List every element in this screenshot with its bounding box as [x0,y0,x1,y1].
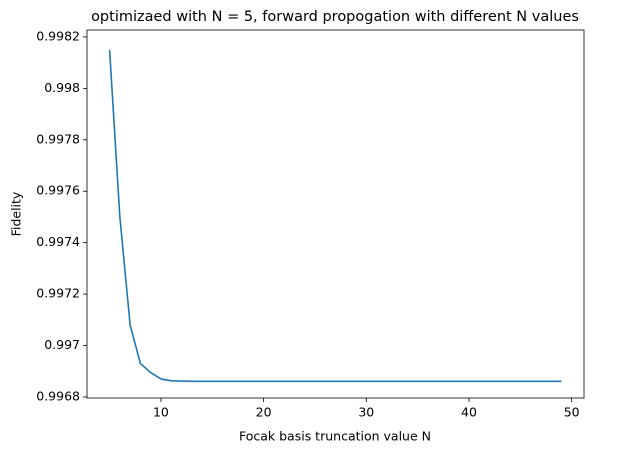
y-axis-label: Fidelity [9,191,24,236]
x-axis-label: Focak basis truncation value N [239,429,431,444]
y-tick-label: 0.998 [44,80,80,95]
y-tick-label: 0.9968 [36,388,80,403]
plot-frame [86,29,585,399]
y-tick-label: 0.997 [44,337,80,352]
y-tick-label: 0.9974 [36,234,80,249]
x-tick-label: 30 [358,405,374,420]
y-tick-label: 0.9978 [36,131,80,146]
chart-title: optimizaed with N = 5, forward propogati… [91,9,579,25]
x-tick-label: 50 [564,405,580,420]
x-tick-label: 10 [153,405,169,420]
y-tick-label: 0.9976 [36,183,80,198]
x-tick-label: 40 [461,405,477,420]
x-tick-label: 20 [256,405,272,420]
y-tick-label: 0.9972 [36,286,80,301]
line [108,49,562,383]
y-tick-label: 0.9982 [36,28,80,43]
